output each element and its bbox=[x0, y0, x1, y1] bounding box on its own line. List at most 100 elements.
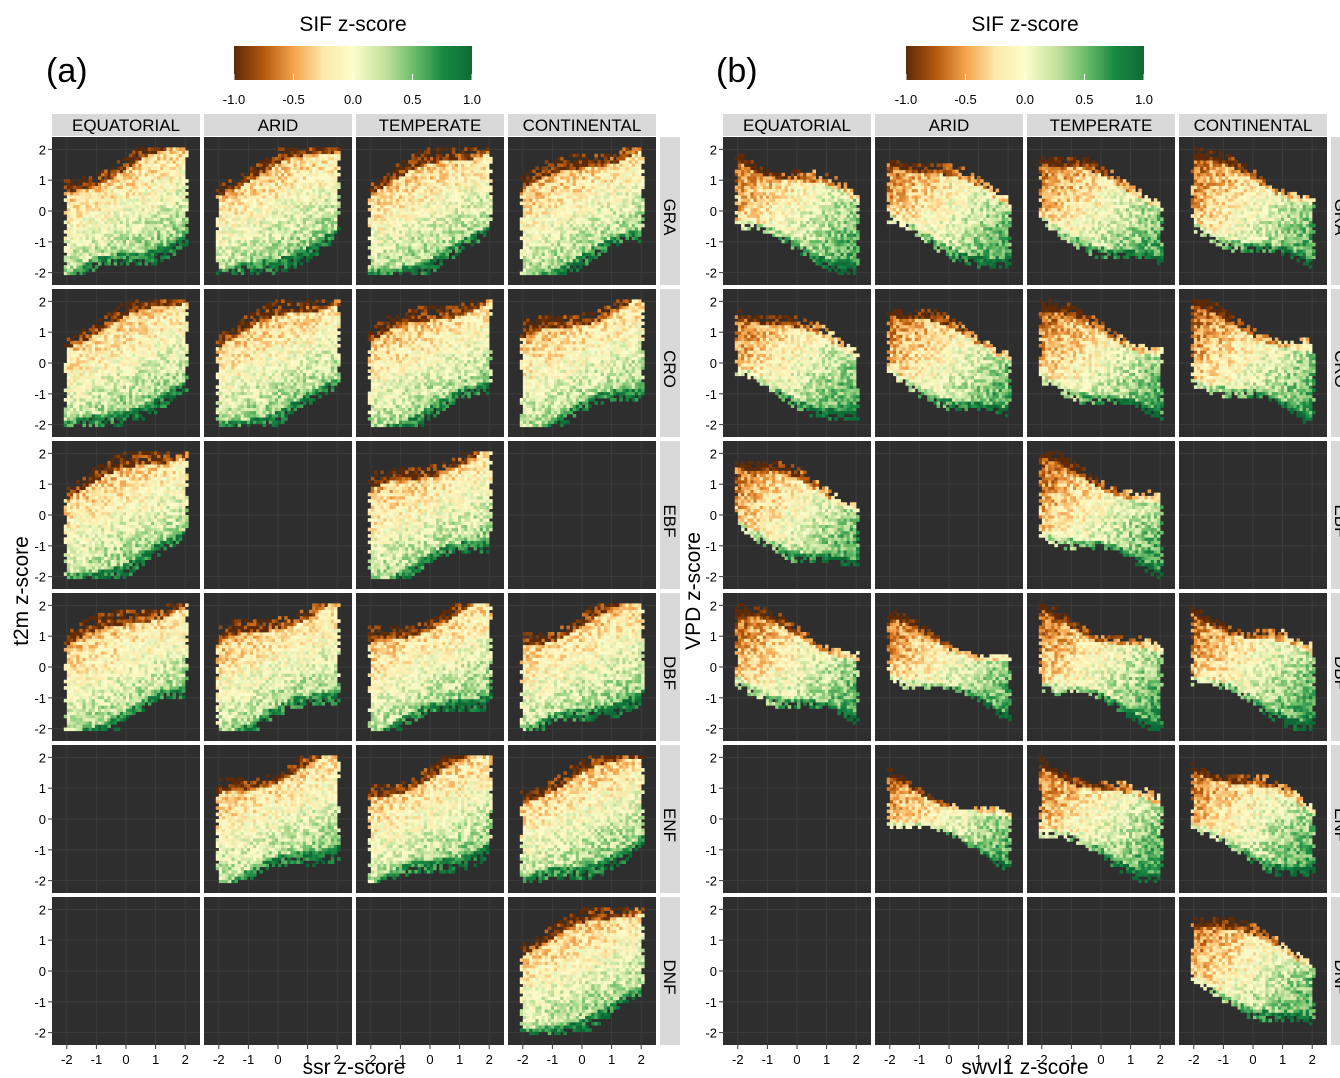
heatmap-cell bbox=[616, 179, 620, 183]
heatmap-cell bbox=[557, 249, 561, 253]
heatmap-cell bbox=[402, 201, 406, 206]
heatmap-cell bbox=[436, 182, 440, 186]
heatmap-cell bbox=[237, 185, 242, 190]
heatmap-cell bbox=[426, 214, 431, 218]
heatmap-cell bbox=[281, 195, 285, 199]
heatmap-cell bbox=[402, 214, 406, 218]
heatmap-cell bbox=[578, 258, 583, 263]
heatmap-cell bbox=[585, 176, 589, 180]
heatmap-cell bbox=[439, 195, 443, 199]
heatmap-cell bbox=[306, 214, 310, 218]
heatmap-cell bbox=[585, 156, 589, 161]
heatmap-cell bbox=[613, 182, 617, 186]
heatmap-cell bbox=[284, 179, 288, 183]
heatmap-cell bbox=[253, 207, 257, 212]
heatmap-cell bbox=[458, 156, 462, 161]
heatmap-cell bbox=[138, 242, 142, 247]
heatmap-cell bbox=[600, 204, 605, 209]
heatmap-cell bbox=[169, 185, 173, 190]
heatmap-cell bbox=[442, 160, 446, 164]
heatmap-cell bbox=[330, 182, 335, 186]
heatmap-cell bbox=[271, 271, 276, 276]
heatmap-cell bbox=[380, 207, 384, 212]
heatmap-cell bbox=[414, 169, 418, 174]
heatmap-cell bbox=[402, 252, 406, 256]
heatmap-cell bbox=[240, 179, 245, 183]
heatmap-cell bbox=[302, 179, 307, 183]
heatmap-cell bbox=[522, 185, 527, 190]
heatmap-cell bbox=[582, 211, 586, 215]
heatmap-cell bbox=[169, 176, 173, 180]
heatmap-cell bbox=[402, 223, 406, 228]
heatmap-cell bbox=[613, 220, 617, 225]
heatmap-cell bbox=[163, 172, 167, 177]
heatmap-cell bbox=[467, 217, 471, 221]
heatmap-cell bbox=[454, 160, 459, 164]
heatmap-cell bbox=[259, 185, 263, 190]
heatmap-cell bbox=[420, 211, 425, 215]
heatmap-cell bbox=[426, 271, 431, 276]
heatmap-cell bbox=[442, 217, 446, 221]
heatmap-cell bbox=[104, 261, 108, 266]
heatmap-cell bbox=[575, 204, 580, 209]
heatmap-cell bbox=[522, 179, 527, 183]
heatmap-cell bbox=[268, 179, 273, 183]
heatmap-cell bbox=[550, 188, 555, 193]
heatmap-cell bbox=[73, 204, 77, 209]
heatmap-cell bbox=[246, 252, 251, 256]
heatmap-cell bbox=[259, 265, 263, 269]
heatmap-cell bbox=[185, 207, 189, 212]
heatmap-cell bbox=[560, 204, 564, 209]
heatmap-cell bbox=[519, 191, 524, 196]
heatmap-cell bbox=[169, 191, 173, 196]
heatmap-cell bbox=[231, 261, 235, 266]
heatmap-cell bbox=[144, 214, 149, 218]
heatmap-cell bbox=[606, 211, 611, 215]
heatmap-cell bbox=[526, 233, 530, 237]
heatmap-cell bbox=[253, 217, 257, 221]
heatmap-cell bbox=[66, 246, 71, 250]
heatmap-cell bbox=[541, 236, 546, 241]
heatmap-cell bbox=[380, 226, 384, 231]
heatmap-cell bbox=[588, 230, 592, 234]
heatmap-cell bbox=[321, 239, 325, 244]
heatmap-cell bbox=[144, 172, 149, 177]
heatmap-cell bbox=[451, 207, 456, 212]
heatmap-cell bbox=[256, 258, 260, 263]
heatmap-cell bbox=[293, 195, 297, 199]
heatmap-cell bbox=[169, 211, 173, 215]
heatmap-cell bbox=[318, 195, 322, 199]
heatmap-cell bbox=[532, 176, 536, 180]
heatmap-cell bbox=[312, 220, 316, 225]
heatmap-cell bbox=[582, 252, 586, 256]
heatmap-cell bbox=[299, 160, 304, 164]
heatmap-cell bbox=[240, 195, 245, 199]
heatmap-cell bbox=[628, 153, 633, 158]
heatmap-cell bbox=[262, 195, 266, 199]
heatmap-cell bbox=[256, 249, 260, 253]
heatmap-cell bbox=[616, 239, 620, 244]
heatmap-cell bbox=[150, 249, 155, 253]
heatmap-cell bbox=[160, 185, 164, 190]
heatmap-cell bbox=[439, 242, 443, 247]
heatmap-cell bbox=[141, 153, 145, 158]
heatmap-cell bbox=[175, 220, 180, 225]
heatmap-cell bbox=[448, 160, 453, 164]
heatmap-cell bbox=[594, 239, 598, 244]
heatmap-cell bbox=[547, 204, 552, 209]
heatmap-cell bbox=[554, 166, 558, 171]
heatmap-cell bbox=[417, 182, 422, 186]
heatmap-cell bbox=[138, 160, 142, 164]
heatmap-cell bbox=[578, 261, 583, 266]
heatmap-cell bbox=[467, 160, 471, 164]
heatmap-cell bbox=[157, 179, 161, 183]
heatmap-cell bbox=[370, 271, 375, 276]
heatmap-cell bbox=[98, 233, 102, 237]
heatmap-cell bbox=[70, 217, 74, 221]
heatmap-cell bbox=[228, 220, 232, 225]
y-tick-label: 2 bbox=[39, 142, 46, 157]
heatmap-cell bbox=[458, 163, 462, 167]
heatmap-cell bbox=[265, 188, 270, 193]
heatmap-cell bbox=[293, 265, 297, 269]
heatmap-cell bbox=[582, 188, 586, 193]
